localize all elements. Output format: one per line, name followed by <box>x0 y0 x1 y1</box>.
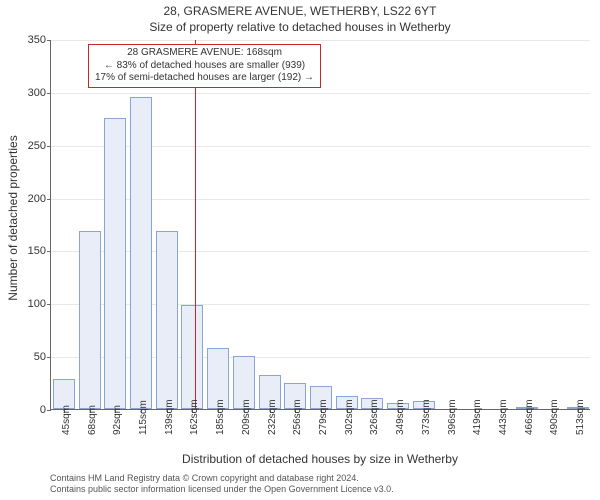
ytick-label: 50 <box>6 351 46 363</box>
annotation-line: ← 83% of detached houses are smaller (93… <box>95 60 314 73</box>
xtick-label: 279sqm <box>318 413 329 435</box>
reference-line <box>195 40 196 409</box>
chart-container: { "title": "28, GRASMERE AVENUE, WETHERB… <box>0 0 600 500</box>
xtick-label: 139sqm <box>164 413 175 435</box>
page-title: 28, GRASMERE AVENUE, WETHERBY, LS22 6YT <box>0 4 600 18</box>
xtick-label: 162sqm <box>189 413 200 435</box>
attribution-line: Contains public sector information licen… <box>50 484 590 496</box>
ytick-label: 100 <box>6 298 46 310</box>
xtick-label: 396sqm <box>447 413 458 435</box>
bars <box>51 40 590 409</box>
xtick-label: 326sqm <box>369 413 380 435</box>
annotation-line: 17% of semi-detached houses are larger (… <box>95 72 314 85</box>
xtick-label: 185sqm <box>215 413 226 435</box>
xtick-label: 256sqm <box>292 413 303 435</box>
xtick-label: 209sqm <box>241 413 252 435</box>
x-axis-title: Distribution of detached houses by size … <box>50 452 590 466</box>
annotation-line: 28 GRASMERE AVENUE: 168sqm <box>95 47 314 60</box>
xtick-label: 115sqm <box>138 413 149 435</box>
ytick-label: 350 <box>6 34 46 46</box>
xtick-label: 419sqm <box>472 413 483 435</box>
bar <box>130 97 152 409</box>
xtick-label: 302sqm <box>344 413 355 435</box>
xtick-label: 45sqm <box>61 413 72 435</box>
annotation-box: 28 GRASMERE AVENUE: 168sqm ← 83% of deta… <box>88 44 321 88</box>
bar <box>104 118 126 409</box>
xtick-label: 232sqm <box>267 413 278 435</box>
bar <box>156 231 178 409</box>
ytick-label: 300 <box>6 87 46 99</box>
plot-area: 45sqm68sqm92sqm115sqm139sqm162sqm185sqm2… <box>50 40 590 410</box>
xtick-label: 92sqm <box>112 413 123 435</box>
ytick-label: 150 <box>6 245 46 257</box>
ytick-label: 250 <box>6 140 46 152</box>
bar <box>79 231 101 409</box>
xtick-label: 349sqm <box>395 413 406 435</box>
xtick-label: 513sqm <box>575 413 586 435</box>
attribution-line: Contains HM Land Registry data © Crown c… <box>50 473 590 485</box>
bar <box>181 305 203 409</box>
xtick-label: 443sqm <box>498 413 509 435</box>
xtick-label: 490sqm <box>549 413 560 435</box>
xtick-label: 68sqm <box>87 413 98 435</box>
xtick-label: 373sqm <box>421 413 432 435</box>
page-subtitle: Size of property relative to detached ho… <box>0 20 600 34</box>
attribution: Contains HM Land Registry data © Crown c… <box>50 473 590 496</box>
ytick-label: 200 <box>6 193 46 205</box>
ytick-label: 0 <box>6 404 46 416</box>
ytick-mark <box>47 410 51 411</box>
xtick-label: 466sqm <box>524 413 535 435</box>
